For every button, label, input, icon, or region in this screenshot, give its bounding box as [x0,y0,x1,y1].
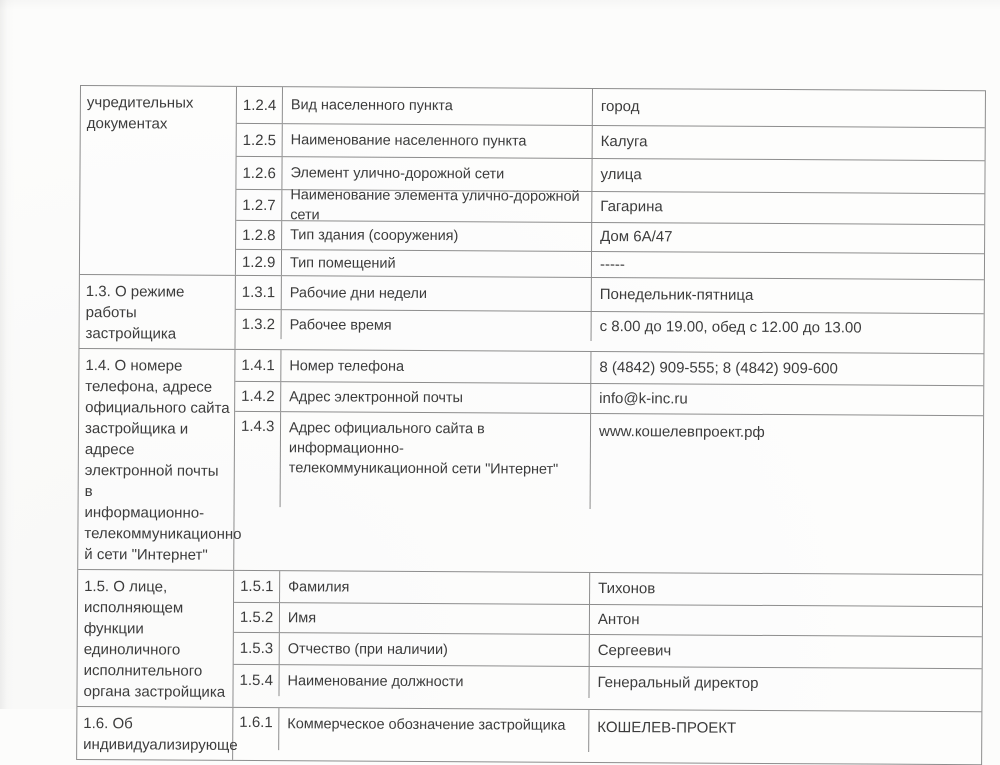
row-description: Адрес электронной почты [281,382,592,413]
table-section: 1.4. О номере телефона, адресе официальн… [78,348,984,575]
row-number: 1.5.2 [233,602,281,633]
row-description: Фамилия [280,571,591,604]
row-description: Номер телефона [281,350,592,383]
row-description: Имя [279,603,591,634]
table-section: 1.6. Об индивидуализирующе 1.6.1 Коммерчес… [77,705,982,765]
row-value: Тихонов [598,579,656,597]
table-row: 1.2.7 Наименование элемента улично-дорожн… [236,187,985,225]
row-number: 1.2.6 [236,156,283,190]
table-section: 1.5. О лице, исполняющем функции единоли… [77,568,983,712]
row-value: www.кошелевпроект.рф [598,422,765,441]
row-number: 1.4.2 [235,381,282,412]
row-number: 1.2.5 [236,123,283,157]
table-row: 1.6.1 Коммерческое обозначение застройщик… [233,707,981,754]
section-label: 1.6. Об индивидуализирующе [77,706,238,760]
table-row: 1.2.4 Вид населенного пункта город [236,86,985,127]
row-description: Вид населенного пункта [282,87,593,125]
section-rows: 1.5.1 Фамилия Тихонов 1.5.2 Имя Антон 1.5.3 Отч… [233,570,983,711]
row-number: 1.2.7 [236,189,283,221]
developer-info-table: учредительных документах 1.2.4 Вид населен… [76,85,986,765]
row-description: Наименование населенного пункта [282,124,593,158]
table-row: 1.4.2 Адрес электронной почты info@k-inc.r… [235,380,984,416]
row-value: 8 (4842) 909-555; 8 (4842) 909-600 [599,358,838,377]
row-value: ----- [599,255,626,273]
section-rows: 1.3.1 Рабочие дни недели Понедельник-пятни… [235,275,984,353]
row-value: улица [600,165,642,184]
row-number: 1.3.1 [235,275,282,310]
row-description: Отчество (при наличии) [279,633,590,666]
row-description: Адрес официального сайта в информационно… [280,412,592,509]
row-description: Тип здания (сооружения) [282,221,593,251]
section-label: 1.3. О режиме работы застройщика [79,275,236,349]
row-value: КОШЕЛЕВ-ПРОЕКТ [597,718,737,737]
row-value: Калуга [600,132,648,151]
table-row: 1.4.3 Адрес официального сайта в информац… [234,410,984,512]
table-row: 1.5.3 Отчество (при наличии) Сергеевич [233,631,982,669]
row-description: Тип помещений [281,250,593,277]
row-number: 1.6.1 [233,707,280,751]
row-value: Сергеевич [597,641,672,659]
section-rows: 1.2.4 Вид населенного пункта город 1.2.5 Наи… [235,86,985,280]
row-description: Коммерческое обозначение застройщика [279,708,590,752]
row-description: Наименование элемента улично-дорожной се… [282,187,593,223]
row-value: Понедельник-пятница [599,285,754,304]
row-description: Рабочие дни недели [281,276,592,311]
row-number: 1.2.8 [236,220,283,250]
row-description: Наименование должности [279,665,590,698]
section-label: 1.4. О номере телефона, адресе официальн… [78,349,242,570]
table-row: 1.5.2 Имя Антон [233,601,983,637]
row-value: Гагарина [600,197,663,216]
row-value: Дом 6А/47 [600,227,673,246]
row-value: info@k-inc.ru [599,389,688,408]
row-number: 1.2.4 [236,86,283,124]
table-section: 1.3. О режиме работы застройщика 1.3.1 Раб… [79,274,984,354]
table-row: 1.5.1 Фамилия Тихонов [234,570,982,606]
row-number: 1.5.3 [233,632,280,665]
table-row: 1.3.2 Рабочее время с 8.00 до 19.00, обед … [235,308,984,344]
row-number: 1.3.2 [235,309,282,340]
section-rows: 1.6.1 Коммерческое обозначение застройщик… [233,707,981,764]
section-label: 1.5. О лице, исполняющем функции единоли… [77,569,235,707]
table-row: 1.2.5 Наименование населенного пункта Калу… [236,122,985,161]
table-row: 1.2.9 Тип помещений ----- [235,248,985,280]
row-value: город [600,98,640,116]
row-number: 1.5.4 [233,664,280,697]
table-row: 1.5.4 Наименование должности Генеральный д… [233,663,982,701]
row-description: Рабочее время [281,310,592,341]
table-row: 1.4.1 Номер телефона 8 (4842) 909-555; 8 (… [235,349,983,385]
row-value: с 8.00 до 19.00, обед с 12.00 до 13.00 [599,317,862,337]
section-rows: 1.4.1 Номер телефона 8 (4842) 909-555; 8 (… [234,349,984,574]
row-value: Антон [597,610,640,628]
row-number: 1.4.1 [235,349,282,382]
section-label: учредительных документах [79,86,237,275]
row-value: Генеральный директор [597,673,759,692]
row-number: 1.5.1 [234,570,281,603]
table-section: учредительных документах 1.2.4 Вид населен… [79,86,985,280]
row-number: 1.2.9 [235,249,283,276]
row-number: 1.4.3 [234,411,282,508]
table-row: 1.2.8 Тип здания (сооружения) Дом 6А/47 [236,219,985,254]
table-row: 1.3.1 Рабочие дни недели Понедельник-пятни… [235,275,984,313]
